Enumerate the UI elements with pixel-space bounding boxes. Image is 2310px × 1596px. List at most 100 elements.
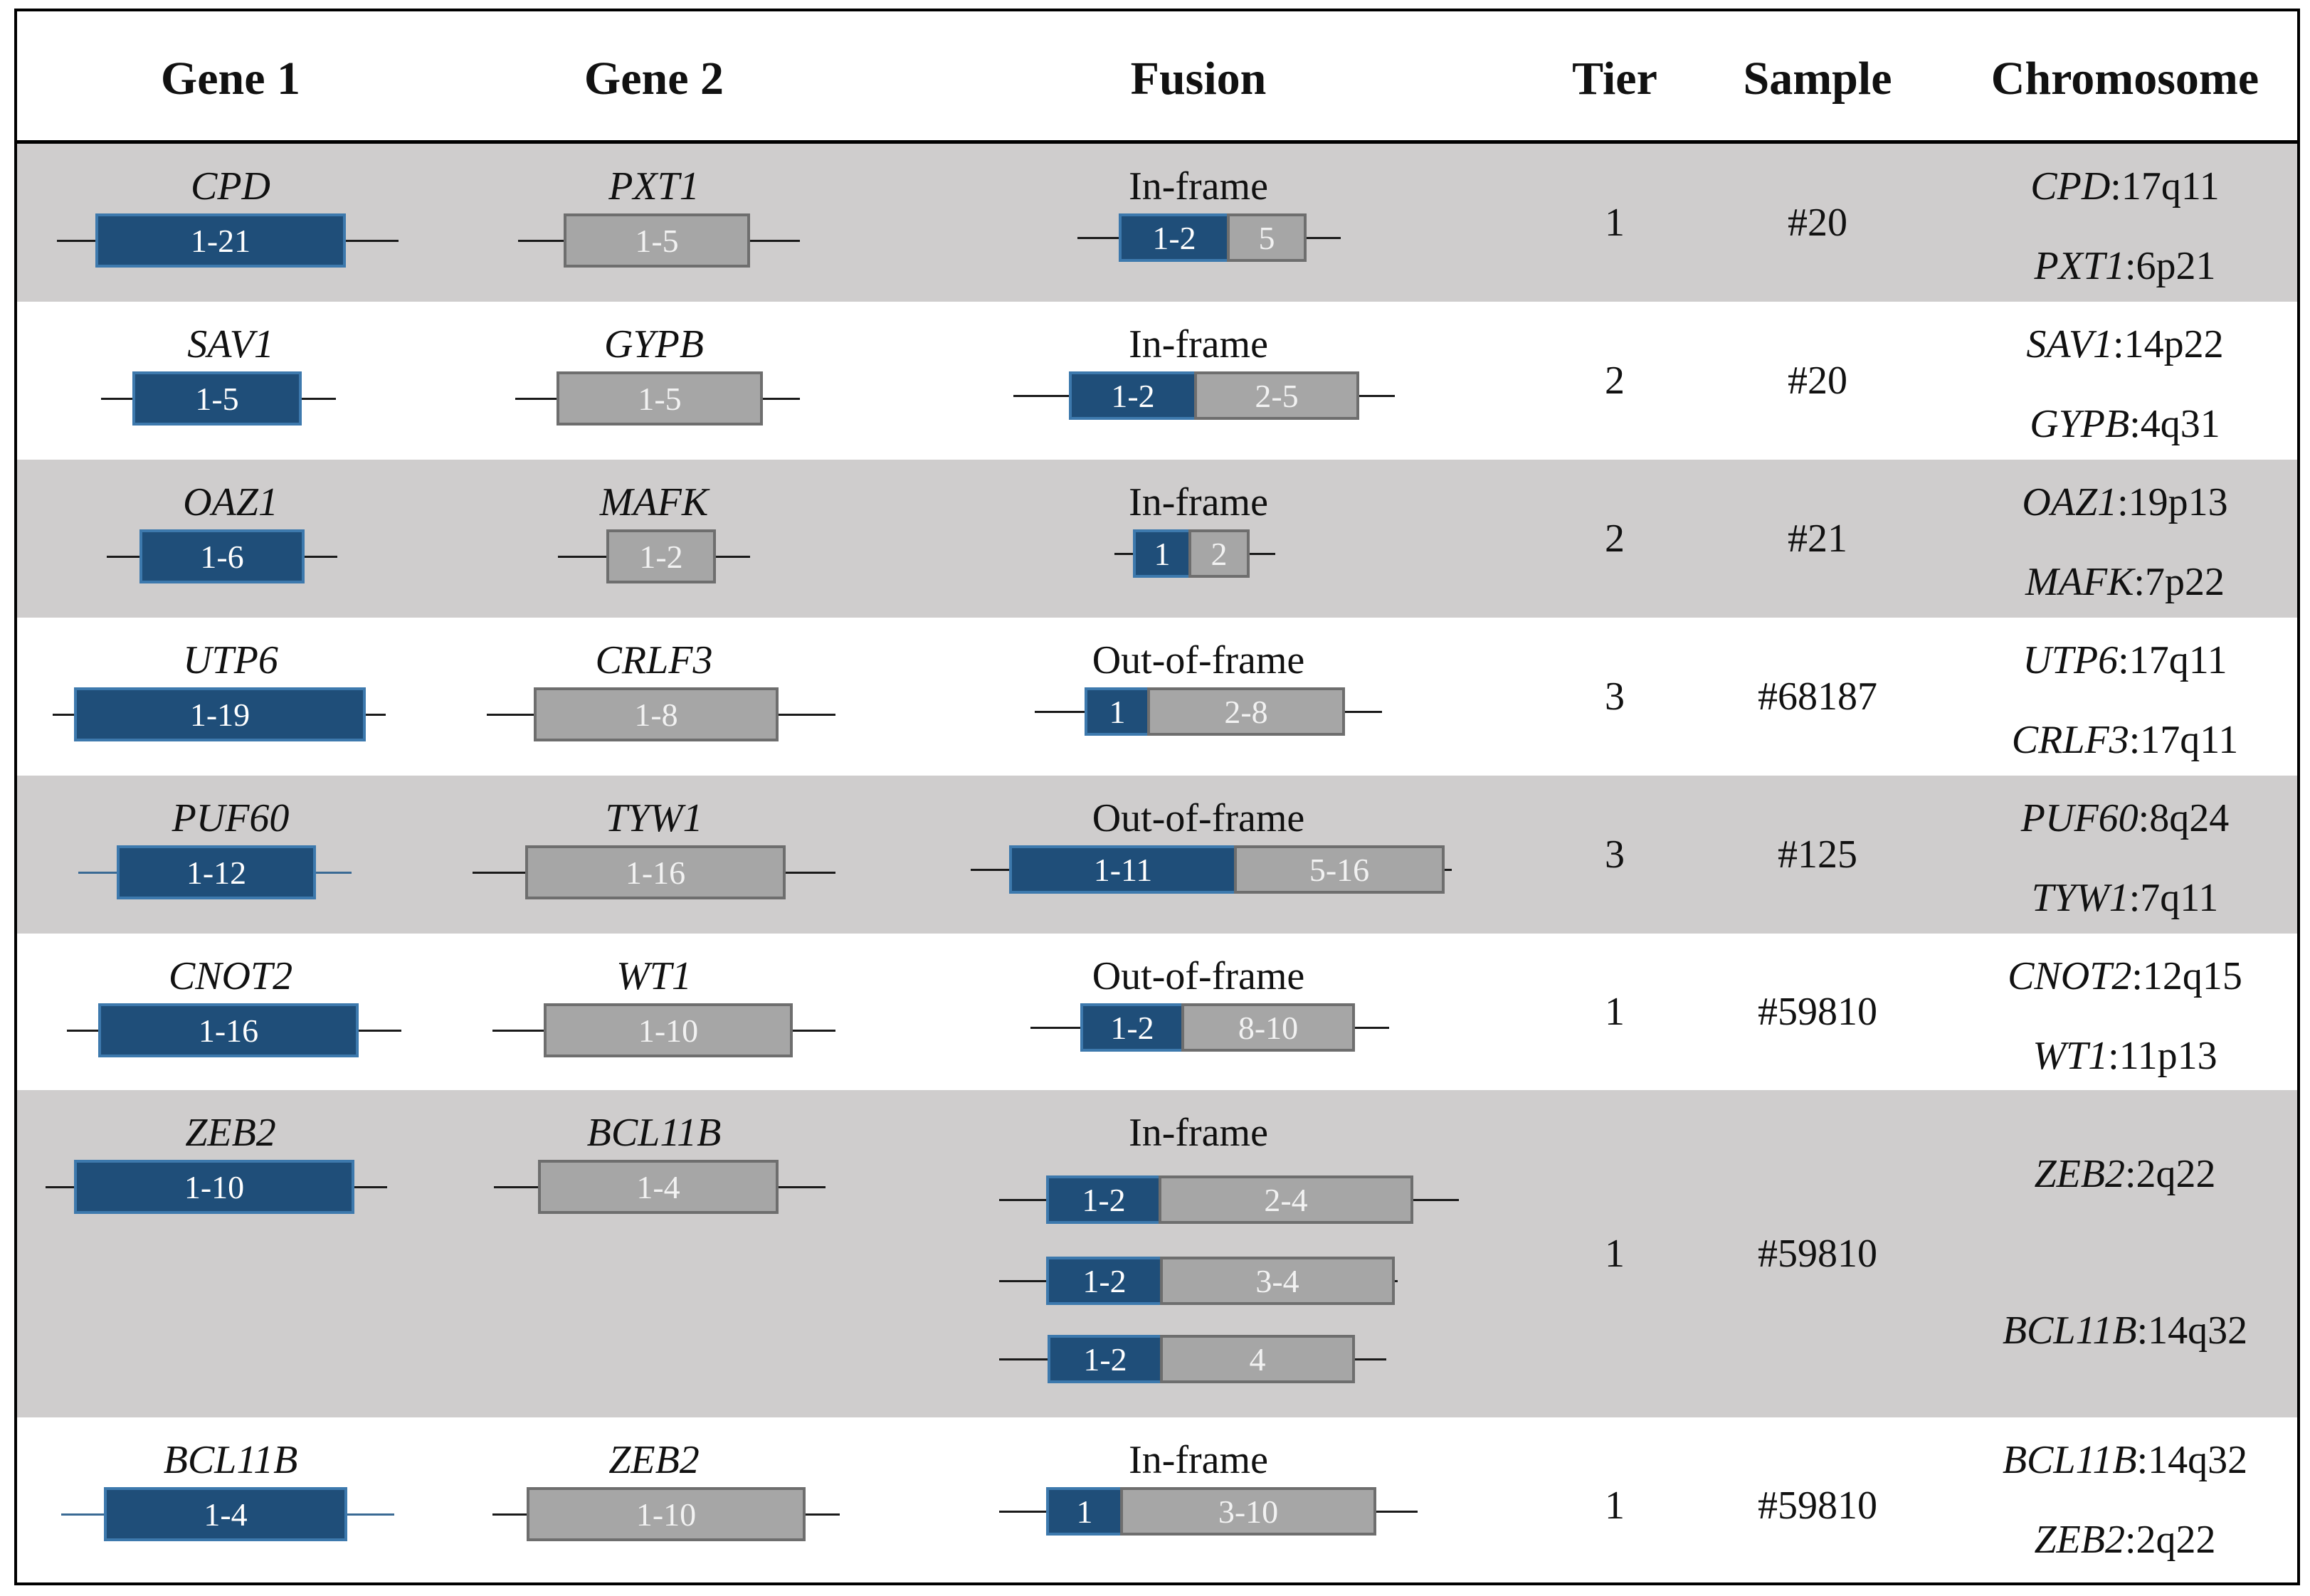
- fusion-gene1-part: 1-2: [1046, 1175, 1159, 1224]
- exon-box: 1-4: [104, 1487, 347, 1541]
- table-row: PUF60 1-12 TYW1 1-16 Out-of-frame 1-11 5-16 3 #1…: [17, 776, 2297, 934]
- gene2-name: ZEB2: [608, 1438, 700, 1482]
- header-tier: Tier: [1572, 53, 1657, 105]
- exon-box: 1-6: [139, 529, 305, 583]
- header-gene1: Gene 1: [160, 53, 301, 105]
- chromosome-location: TYW1:7q11: [2032, 878, 2218, 918]
- exon-box: 1-4: [538, 1160, 779, 1214]
- fusion-gene1-part: 1-2: [1069, 371, 1194, 420]
- chromosome-band: :14p22: [2113, 322, 2224, 366]
- header-fusion: Fusion: [1130, 53, 1267, 105]
- chromosome-location: PUF60:8q24: [2021, 798, 2229, 838]
- chromosome-band: :8q24: [2138, 796, 2230, 840]
- exon-box: 1-2: [606, 529, 716, 583]
- chromosome-gene: ZEB2: [2034, 1152, 2125, 1196]
- table-row: OAZ1 1-6 MAFK 1-2 In-frame 1 2 2 #21 OAZ1:19p13 MA…: [17, 460, 2297, 618]
- sample-value: #20: [1788, 359, 1847, 403]
- table-row: UTP6 1-19 CRLF3 1-8 Out-of-frame 1 2-8 3 #68187 U…: [17, 618, 2297, 776]
- gene1-name: SAV1: [187, 322, 274, 366]
- gene2-name: TYW1: [605, 796, 703, 840]
- table-row: SAV1 1-5 GYPB 1-5 In-frame 1-2 2-5 2 #20 SAV1:14p…: [17, 302, 2297, 460]
- chromosome-gene: BCL11B: [2002, 1438, 2137, 1482]
- fusion-gene2-part: 5-16: [1234, 845, 1445, 894]
- gene1-name: CNOT2: [168, 954, 293, 998]
- exon-box: 1-10: [74, 1160, 354, 1214]
- exon-box: 1-12: [117, 845, 316, 899]
- chromosome-location: SAV1:14p22: [2026, 324, 2223, 364]
- fusion-gene1-part: 1: [1085, 687, 1147, 736]
- fusion-construct: 1-2 2-4: [999, 1175, 1459, 1224]
- sample-value: #59810: [1758, 1232, 1877, 1276]
- chromosome-location: MAFK:7p22: [2025, 562, 2225, 602]
- sample-value: #68187: [1758, 675, 1877, 719]
- gene2-name: WT1: [616, 954, 692, 998]
- fusion-gene2-part: 4: [1160, 1335, 1355, 1383]
- chromosome-gene: SAV1: [2026, 322, 2114, 366]
- tier-value: 3: [1605, 675, 1625, 719]
- sample-value: #59810: [1758, 1484, 1877, 1528]
- sample-value: #20: [1788, 201, 1847, 245]
- fusion-construct: 1-2 5: [1077, 213, 1341, 262]
- chromosome-gene: TYW1: [2031, 876, 2129, 920]
- exon-box: 1-10: [544, 1003, 793, 1057]
- gene1-name: PUF60: [172, 796, 290, 840]
- header-sample: Sample: [1743, 53, 1892, 105]
- header-gene2: Gene 2: [584, 53, 724, 105]
- chromosome-location: WT1:11p13: [2032, 1036, 2217, 1076]
- chromosome-gene: CRLF3: [2011, 718, 2129, 762]
- gene2-diagram: 1-16: [473, 845, 835, 899]
- exon-box: 1-5: [557, 371, 763, 426]
- fusion-gene1-part: 1-2: [1048, 1335, 1160, 1383]
- gene2-diagram: 1-5: [515, 371, 800, 426]
- chromosome-band: :14q32: [2136, 1438, 2248, 1482]
- gene1-diagram: 1-19: [53, 687, 386, 741]
- sample-value: #59810: [1758, 990, 1877, 1034]
- sample-value: #21: [1788, 517, 1847, 561]
- chromosome-location: CRLF3:17q11: [2012, 720, 2238, 760]
- gene2-diagram: 1-8: [487, 687, 835, 741]
- gene1-diagram: 1-5: [101, 371, 336, 426]
- fusion-construct: 1-2 2-5: [1013, 371, 1395, 420]
- fusion-gene1-part: 1-2: [1080, 1003, 1181, 1052]
- gene2-name: MAFK: [599, 480, 709, 524]
- chromosome-gene: CPD: [2030, 164, 2111, 208]
- chromosome-location: ZEB2:2q22: [2034, 1520, 2215, 1560]
- chromosome-gene: CNOT2: [2008, 954, 2132, 998]
- chromosome-location: BCL11B:14q32: [2003, 1440, 2247, 1480]
- fusion-construct: 1 2-8: [1035, 687, 1382, 736]
- sample-value: #125: [1778, 833, 1857, 877]
- chromosome-band: :17q11: [2110, 164, 2220, 208]
- gene1-diagram: 1-12: [78, 845, 352, 899]
- chromosome-gene: ZEB2: [2034, 1518, 2125, 1562]
- exon-box: 1-5: [564, 213, 750, 268]
- fusion-construct: 1 3-10: [999, 1487, 1418, 1536]
- chromosome-gene: MAFK: [2025, 560, 2134, 604]
- chromosome-location: CPD:17q11: [2030, 167, 2219, 206]
- gene2-diagram: 1-5: [518, 213, 800, 268]
- chromosome-gene: PUF60: [2020, 796, 2138, 840]
- table-header: Gene 1 Gene 2 Fusion Tier Sample Chromos…: [17, 11, 2297, 144]
- chromosome-gene: WT1: [2032, 1034, 2109, 1078]
- fusion-type: In-frame: [1129, 1438, 1268, 1482]
- fusion-type: Out-of-frame: [1092, 796, 1305, 840]
- chromosome-band: :7q11: [2129, 876, 2219, 920]
- fusion-gene2-part: 2-4: [1159, 1175, 1413, 1224]
- gene2-diagram: 1-10: [492, 1003, 835, 1057]
- gene1-diagram: 1-4: [61, 1487, 394, 1541]
- gene1-name: BCL11B: [163, 1438, 298, 1482]
- chromosome-band: :6p21: [2125, 244, 2216, 288]
- gene1-name: UTP6: [183, 638, 278, 682]
- fusion-construct: 1-11 5-16: [971, 845, 1452, 894]
- chromosome-band: :4q31: [2129, 402, 2220, 446]
- fusion-table: Gene 1 Gene 2 Fusion Tier Sample Chromos…: [14, 9, 2300, 1585]
- tier-value: 2: [1605, 517, 1625, 561]
- gene1-name: ZEB2: [185, 1111, 276, 1155]
- table-row: ZEB2 1-10 BCL11B 1-4 In-frame 1-2 2-4 1-2 3-4 1-2…: [17, 1090, 2297, 1417]
- gene1-diagram: 1-21: [57, 213, 399, 268]
- chromosome-location: OAZ1:19p13: [2022, 482, 2227, 522]
- table-row: BCL11B 1-4 ZEB2 1-10 In-frame 1 3-10 1 #59810 BCL…: [17, 1417, 2297, 1585]
- chromosome-location: GYPB:4q31: [2030, 404, 2220, 444]
- chromosome-band: :17q11: [2129, 718, 2239, 762]
- gene2-name: GYPB: [604, 322, 704, 366]
